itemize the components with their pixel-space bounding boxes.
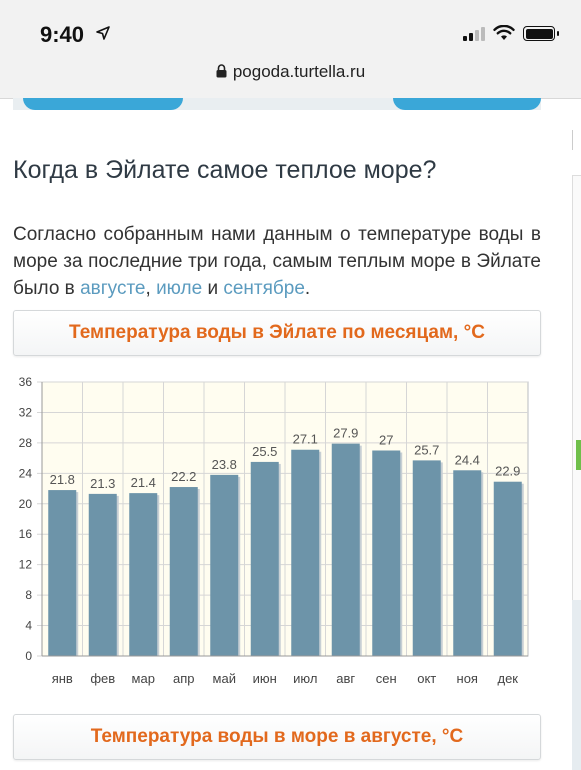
x-tick-label: сен: [376, 671, 397, 686]
y-tick-label: 8: [25, 588, 32, 602]
location-arrow-icon: [96, 26, 110, 40]
x-tick-label: июн: [253, 671, 277, 686]
y-tick-label: 4: [25, 619, 32, 633]
separator: и: [202, 278, 224, 299]
sidebar-edge: [572, 130, 581, 770]
status-time: 9:40: [40, 22, 85, 47]
bar: [129, 493, 158, 656]
x-tick-label: окт: [417, 671, 436, 686]
wifi-icon: [493, 25, 515, 40]
y-tick-label: 32: [19, 405, 33, 419]
x-tick-label: ноя: [457, 671, 478, 686]
data-label: 21.4: [131, 475, 156, 490]
section-heading: Когда в Эйлате самое теплое море?: [13, 156, 437, 184]
bar: [493, 481, 522, 656]
data-label: 24.4: [455, 452, 480, 467]
x-tick-label: янв: [52, 671, 73, 686]
status-icons: [463, 25, 559, 41]
data-label: 27: [379, 433, 393, 448]
paragraph-text: Согласно собранным нами данным о темпера…: [13, 224, 541, 299]
cellular-signal-icon: [463, 27, 485, 41]
data-label: 25.5: [252, 444, 277, 459]
data-label: 21.3: [90, 476, 115, 491]
y-tick-label: 16: [19, 527, 33, 541]
bar: [453, 470, 482, 656]
y-tick-label: 24: [19, 466, 33, 480]
lock-icon: [216, 64, 227, 78]
bar: [48, 490, 77, 656]
address-bar[interactable]: pogoda.turtella.ru: [0, 62, 581, 82]
bar: [210, 474, 239, 656]
link-august[interactable]: августе: [80, 278, 146, 299]
separator: ,: [145, 278, 157, 299]
data-label: 22.9: [495, 464, 520, 479]
url-text: pogoda.turtella.ru: [232, 62, 366, 81]
data-label: 27.1: [293, 432, 318, 447]
data-label: 22.2: [171, 469, 196, 484]
bar: [291, 449, 320, 656]
data-label: 23.8: [212, 457, 237, 472]
data-label: 27.9: [333, 426, 358, 441]
x-tick-label: апр: [173, 671, 195, 686]
next-section-title[interactable]: Температура воды в море в августе, °C: [13, 714, 541, 760]
link-july[interactable]: июле: [156, 278, 203, 299]
y-tick-label: 28: [19, 436, 33, 450]
x-tick-label: май: [213, 671, 236, 686]
x-tick-label: июл: [293, 671, 317, 686]
x-tick-label: авг: [336, 671, 355, 686]
bar: [250, 461, 279, 656]
battery-icon: [523, 26, 559, 41]
data-label: 21.8: [50, 472, 75, 487]
y-tick-label: 0: [25, 649, 32, 663]
browser-chrome: 9:40 pogoda.turtella.ru: [0, 0, 581, 99]
y-tick-label: 20: [19, 497, 33, 511]
y-tick-label: 12: [19, 558, 33, 572]
water-temperature-chart: 0 4 8 12 16 20 24 28 32 36 21.8 янв 21.3 фев 21.4 мар 22…: [0, 372, 581, 702]
link-september[interactable]: сентябре: [223, 278, 305, 299]
bar: [169, 487, 198, 656]
bar-chart: 0 4 8 12 16 20 24 28 32 36 21.8 янв 21.3 фев 21.4 мар 22…: [19, 375, 529, 686]
article-paragraph: Согласно собранным нами данным о темпера…: [13, 221, 541, 302]
x-tick-label: дек: [497, 671, 518, 686]
x-tick-label: мар: [132, 671, 155, 686]
x-tick-label: фев: [90, 671, 115, 686]
bar: [412, 460, 441, 656]
bar: [331, 443, 360, 656]
bar: [372, 450, 401, 656]
paragraph-end: .: [304, 278, 311, 299]
chart-title-box: Температура воды в Эйлате по месяцам, °C: [13, 310, 541, 356]
data-label: 25.7: [414, 442, 439, 457]
article-image-cropped: [13, 98, 541, 110]
y-tick-label: 36: [19, 375, 33, 389]
bar: [88, 493, 117, 656]
